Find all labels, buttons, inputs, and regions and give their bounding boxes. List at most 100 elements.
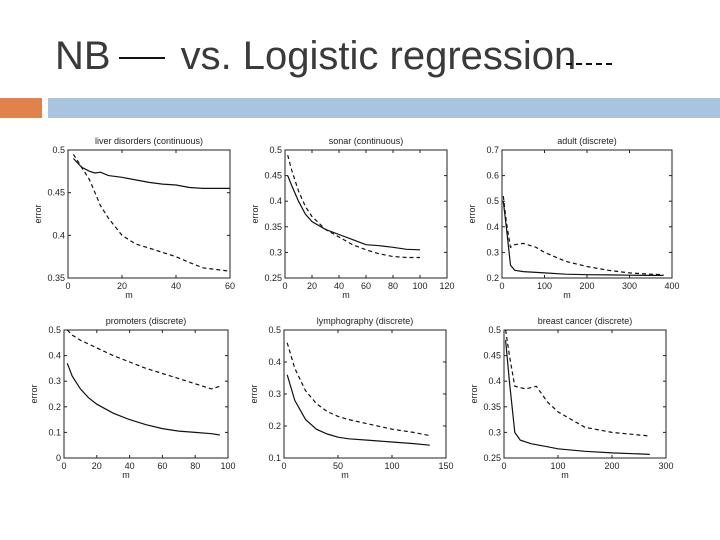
chart-panel-2: sonar (continuous) 0 20 40 60 80 100 120 0.25 0.3…: [250, 136, 455, 300]
naive-bayes-line: [505, 340, 650, 455]
y-axis-label: error: [29, 384, 39, 403]
plot-frame: [501, 149, 673, 279]
y-tick-label: 0.3: [488, 427, 501, 437]
x-axis-label: m: [125, 290, 133, 300]
y-tick-label: 0.5: [486, 196, 499, 206]
naive-bayes-line: [286, 374, 430, 446]
x-tick-label: 80: [388, 281, 398, 291]
y-tick-label: 0.4: [52, 230, 65, 240]
y-tick-label: 0.45: [47, 188, 65, 198]
x-axis-label: m: [122, 470, 130, 480]
logistic-regression-line: [505, 329, 650, 437]
y-tick-label: 0.35: [264, 222, 282, 232]
accent-bar-blue: [48, 98, 720, 118]
chart-panel-6: breast cancer (discrete) 0 100 200 300 0.25 0.…: [469, 316, 674, 480]
x-tick-label: 200: [579, 281, 594, 291]
logistic-regression-line: [66, 329, 220, 390]
y-axis-label: error: [249, 384, 259, 403]
dashed-line-legend-icon: [566, 63, 612, 65]
y-tick-label: 0.3: [486, 247, 499, 257]
chart-title: breast cancer (discrete): [538, 316, 633, 326]
y-tick-label: 0.4: [488, 376, 501, 386]
plot-frame: [63, 329, 229, 459]
x-tick-label: 20: [92, 461, 102, 471]
naive-bayes-line: [72, 158, 230, 190]
x-tick-label: 0: [281, 461, 286, 471]
plot-frame: [67, 149, 231, 279]
x-axis-label: m: [341, 470, 349, 480]
x-axis-label: m: [563, 290, 571, 300]
logistic-regression-line: [72, 153, 231, 272]
chart-panel-1: liver disorders (continuous) 0 20 40 60 0.35 0…: [33, 136, 235, 300]
y-axis-label: error: [33, 204, 43, 223]
y-tick-label: 0.7: [486, 145, 499, 155]
y-tick-label: 0.25: [483, 453, 501, 463]
chart-panel-3: adult (discrete) 0 100 200 300 400 0.2 0.3 0.4 0.…: [467, 136, 680, 300]
x-tick-label: 300: [658, 461, 673, 471]
naive-bayes-line: [66, 363, 220, 436]
plot-frame: [283, 329, 447, 459]
y-tick-label: 0.4: [48, 351, 61, 361]
x-tick-label: 60: [225, 281, 235, 291]
y-tick-label: 0.4: [269, 196, 282, 206]
y-tick-label: 0.5: [268, 325, 281, 335]
x-tick-label: 40: [125, 461, 135, 471]
plot-frame: [284, 149, 448, 279]
y-tick-label: 0.2: [48, 402, 61, 412]
y-tick-label: 0.1: [268, 453, 281, 463]
logistic-regression-line: [287, 154, 420, 259]
x-tick-label: 60: [157, 461, 167, 471]
x-tick-label: 200: [604, 461, 619, 471]
x-tick-label: 300: [622, 281, 637, 291]
y-tick-label: 0.35: [483, 402, 501, 412]
y-tick-label: 0.3: [268, 389, 281, 399]
plot-frame: [503, 329, 667, 459]
x-tick-label: 40: [334, 281, 344, 291]
x-tick-label: 400: [664, 281, 679, 291]
x-tick-label: 20: [117, 281, 127, 291]
title-rest: vs. Logistic regression: [180, 34, 577, 78]
slide-title: NB vs. Logistic regression: [55, 34, 576, 79]
y-tick-label: 0.5: [52, 145, 65, 155]
chart-title: promoters (discrete): [106, 316, 187, 326]
x-tick-label: 20: [307, 281, 317, 291]
x-axis-label: m: [561, 470, 569, 480]
charts-grid: liver disorders (continuous)0 20 40 600.350…: [29, 136, 680, 480]
y-tick-label: 0.5: [269, 145, 282, 155]
chart-title: sonar (continuous): [329, 136, 404, 146]
y-axis-label: error: [467, 204, 477, 223]
y-axis-label: error: [250, 204, 260, 223]
y-tick-label: 0.1: [48, 427, 61, 437]
chart-title: lymphography (discrete): [317, 316, 414, 326]
chart-panel-5: lymphography (discrete) 0 50 100 150 0.1 0.2 0.…: [249, 316, 454, 480]
x-tick-label: 0: [61, 461, 66, 471]
title-nb: NB: [55, 34, 111, 78]
x-axis-label: m: [342, 290, 350, 300]
y-tick-label: 0.5: [488, 325, 501, 335]
x-tick-label: 0: [501, 461, 506, 471]
solid-line-legend-icon: [118, 57, 165, 60]
x-tick-label: 100: [537, 281, 552, 291]
naive-bayes-line: [287, 175, 421, 251]
x-tick-label: 0: [282, 281, 287, 291]
x-tick-label: 120: [439, 281, 454, 291]
y-tick-label: 0.45: [483, 351, 501, 361]
x-tick-label: 60: [361, 281, 371, 291]
y-tick-label: 0.5: [48, 325, 61, 335]
y-tick-label: 0.2: [486, 273, 499, 283]
x-tick-label: 100: [384, 461, 399, 471]
y-tick-label: 0.3: [269, 247, 282, 257]
accent-bar-orange: [0, 98, 42, 118]
chart-panel-4: promoters (discrete) 0 20 40 60 80 100 0 0.1 0.2 0…: [29, 316, 236, 480]
x-tick-label: 0: [65, 281, 70, 291]
y-tick-label: 0.2: [268, 421, 281, 431]
x-tick-label: 100: [220, 461, 235, 471]
y-tick-label: 0.35: [47, 273, 65, 283]
y-tick-label: 0.6: [486, 171, 499, 181]
chart-title: liver disorders (continuous): [95, 136, 203, 146]
y-tick-label: 0.3: [48, 376, 61, 386]
x-tick-label: 100: [412, 281, 427, 291]
y-tick-label: 0: [56, 453, 61, 463]
logistic-regression-line: [502, 196, 664, 276]
x-tick-label: 40: [171, 281, 181, 291]
